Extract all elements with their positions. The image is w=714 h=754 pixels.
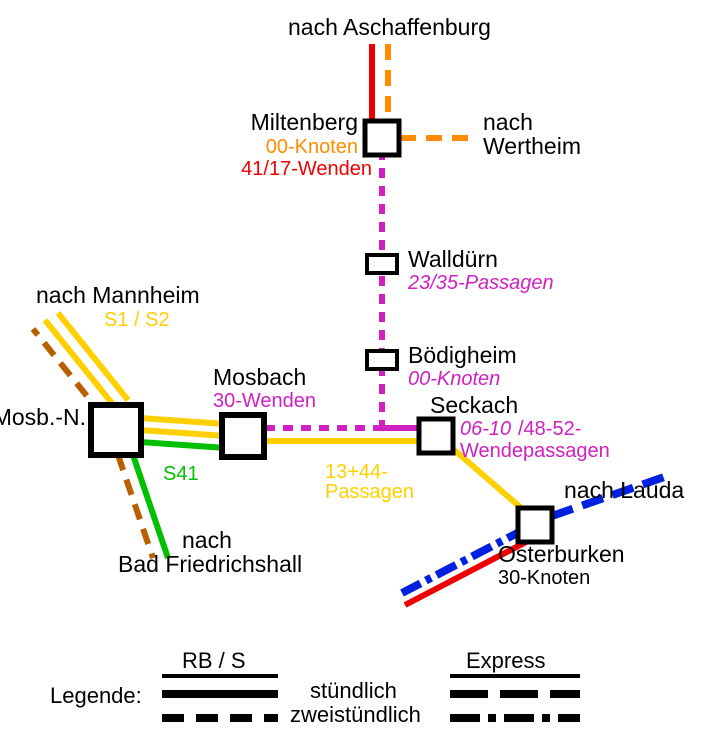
station-osterburken xyxy=(518,508,552,542)
label-miltenberg: Miltenberg xyxy=(251,109,358,135)
dest-lauda: nach Lauda xyxy=(564,477,684,503)
legend-rbs: RB / S xyxy=(182,648,246,673)
timing-s41: S41 xyxy=(163,463,199,485)
timing-miltenberg-wenden: 41/17-Wenden xyxy=(241,158,372,180)
label-seckach: Seckach xyxy=(430,392,518,418)
timing-s1s2: S1 / S2 xyxy=(104,309,170,331)
timing-walldurn: 23/35-Passagen xyxy=(407,272,554,294)
legend-stundlich: stündlich xyxy=(310,678,397,703)
label-mosbach-n: Mosb.-N. xyxy=(0,404,86,430)
station-mosbach xyxy=(222,415,264,457)
legend-title: Legende: xyxy=(50,683,142,708)
dest-wertheim-1: nach xyxy=(483,109,533,135)
station-bodigheim xyxy=(367,351,397,369)
label-walldurn: Walldürn xyxy=(408,246,498,272)
station-seckach xyxy=(419,419,453,453)
dest-badfriedrichshall-1: nach xyxy=(182,527,232,553)
legend-zweistundlich: zweistündlich xyxy=(290,702,421,727)
station-miltenberg xyxy=(365,121,399,155)
label-bodigheim: Bödigheim xyxy=(408,342,517,368)
label-osterburken: Osterburken xyxy=(498,541,625,567)
timing-bodigheim: 00-Knoten xyxy=(408,368,500,390)
station-mosbach-n xyxy=(91,405,141,455)
timing-seckach-3: Wendepassagen xyxy=(460,440,610,462)
timing-seckach-2: /48-52- xyxy=(518,418,581,440)
timing-osterburken: 30-Knoten xyxy=(498,567,590,589)
dest-wertheim-2: Wertheim xyxy=(483,133,581,159)
timing-seckach-1: 06-10 xyxy=(460,418,511,440)
edge-mannheim-yellow-a xyxy=(45,320,115,407)
timing-mosbach-wenden: 30-Wenden xyxy=(213,390,316,412)
station-walldurn xyxy=(367,255,397,273)
timing-miltenberg-knoten: 00-Knoten xyxy=(266,136,358,158)
dest-aschaffenburg: nach Aschaffenburg xyxy=(288,14,491,40)
timing-seckach-pass-2: Passagen xyxy=(325,481,414,503)
dest-badfriedrichshall-2: Bad Friedrichshall xyxy=(118,551,302,577)
dest-mannheim: nach Mannheim xyxy=(36,282,200,308)
label-mosbach: Mosbach xyxy=(213,364,306,390)
legend-express: Express xyxy=(466,648,545,673)
timing-seckach-pass-1: 13+44- xyxy=(325,461,388,483)
